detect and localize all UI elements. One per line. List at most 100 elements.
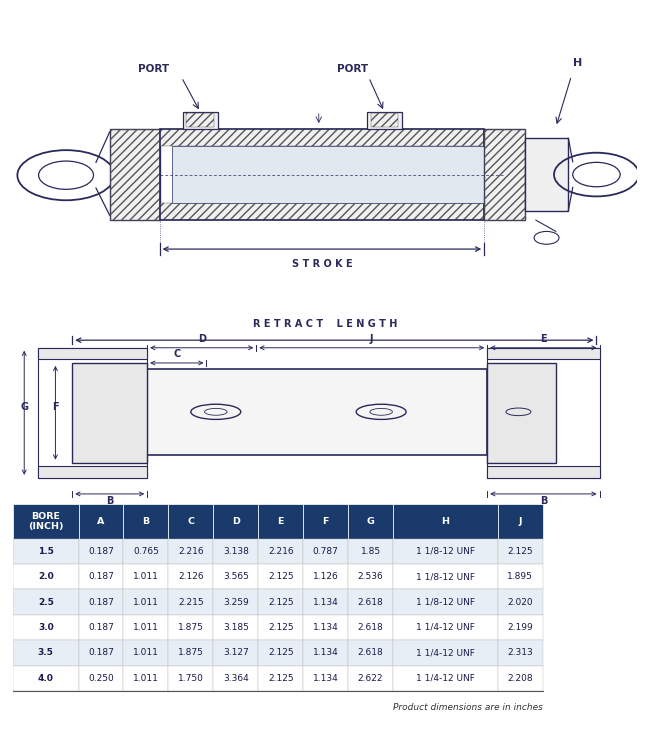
Text: 2.536: 2.536 [358,572,384,581]
Bar [213,666,258,691]
Text: 3.138: 3.138 [223,547,249,556]
Bar [393,615,498,640]
Bar [348,615,393,640]
Text: 0.187: 0.187 [88,648,114,657]
Bar [393,589,498,615]
Bar [303,615,348,640]
Bar [124,504,168,539]
Bar [213,640,258,666]
Text: 1 1/8-12 UNF: 1 1/8-12 UNF [416,598,475,607]
Text: 1 1/8-12 UNF: 1 1/8-12 UNF [416,572,475,581]
Bar [168,589,213,615]
Bar [79,640,124,666]
Text: 3.5: 3.5 [38,648,54,657]
Bar [187,113,214,127]
Bar [488,363,556,463]
Bar [13,589,79,615]
Bar [258,504,303,539]
Text: 2.618: 2.618 [358,598,384,607]
Bar [124,640,168,666]
Text: G: G [367,517,374,526]
Text: R E T R A C T    L E N G T H: R E T R A C T L E N G T H [253,319,397,329]
Bar [213,589,258,615]
Text: 1.011: 1.011 [133,598,159,607]
Bar [303,640,348,666]
Bar [258,640,303,666]
Bar [124,539,168,564]
Text: 0.187: 0.187 [88,598,114,607]
Bar [348,589,393,615]
Text: 1.895: 1.895 [508,572,533,581]
Text: 2.215: 2.215 [178,598,203,607]
Text: H: H [573,58,582,68]
Text: 3.565: 3.565 [223,572,249,581]
Text: 1.750: 1.750 [178,674,204,683]
Bar [160,128,484,146]
Bar [258,615,303,640]
Bar [498,564,543,589]
Text: 2.125: 2.125 [268,648,294,657]
Bar [303,504,348,539]
Text: E: E [540,334,547,344]
Bar [79,504,124,539]
Text: 1.126: 1.126 [313,572,339,581]
Text: F: F [52,402,58,412]
Bar [13,615,79,640]
Bar [498,539,543,564]
Bar [168,666,213,691]
Text: 1.5: 1.5 [38,547,54,556]
Text: 2.216: 2.216 [268,547,294,556]
Bar [348,640,393,666]
Text: J: J [370,334,374,344]
Text: 1.85: 1.85 [361,547,381,556]
Text: B: B [540,496,547,507]
Text: PORT: PORT [138,64,169,74]
Bar [160,128,484,220]
Text: 1.134: 1.134 [313,598,339,607]
Text: H: H [441,517,449,526]
Text: PORT: PORT [337,64,369,74]
Text: C: C [173,349,181,359]
Bar [168,564,213,589]
Bar [160,202,484,220]
Bar [168,640,213,666]
Bar [13,564,79,589]
Text: 1 1/4-12 UNF: 1 1/4-12 UNF [416,623,475,632]
Text: 1.011: 1.011 [133,623,159,632]
Text: 2.208: 2.208 [508,674,533,683]
Text: 1.134: 1.134 [313,674,339,683]
Text: Product dimensions are in inches: Product dimensions are in inches [393,703,543,712]
Bar [168,504,213,539]
Text: 4.0: 4.0 [38,674,54,683]
Bar [393,640,498,666]
Text: 1.134: 1.134 [313,623,339,632]
Bar [213,539,258,564]
Text: 2.125: 2.125 [268,572,294,581]
Text: 3.127: 3.127 [223,648,249,657]
Bar [79,589,124,615]
Text: 2.125: 2.125 [268,598,294,607]
Text: 2.125: 2.125 [268,623,294,632]
Bar [348,564,393,589]
Text: 2.126: 2.126 [178,572,203,581]
Text: 1.875: 1.875 [178,623,204,632]
Bar [484,128,525,220]
Text: 2.020: 2.020 [508,598,533,607]
Bar [13,666,79,691]
Bar [498,615,543,640]
Text: D: D [198,334,206,344]
Bar [525,138,568,210]
Text: 1.134: 1.134 [313,648,339,657]
Bar [213,564,258,589]
Bar [348,539,393,564]
Bar [124,589,168,615]
Text: 1.011: 1.011 [133,674,159,683]
Bar [393,666,498,691]
Text: 0.187: 0.187 [88,572,114,581]
Text: 0.765: 0.765 [133,547,159,556]
Text: 2.199: 2.199 [508,623,533,632]
Bar [303,666,348,691]
Text: E: E [278,517,284,526]
Bar [147,369,488,455]
Text: 3.259: 3.259 [223,598,249,607]
